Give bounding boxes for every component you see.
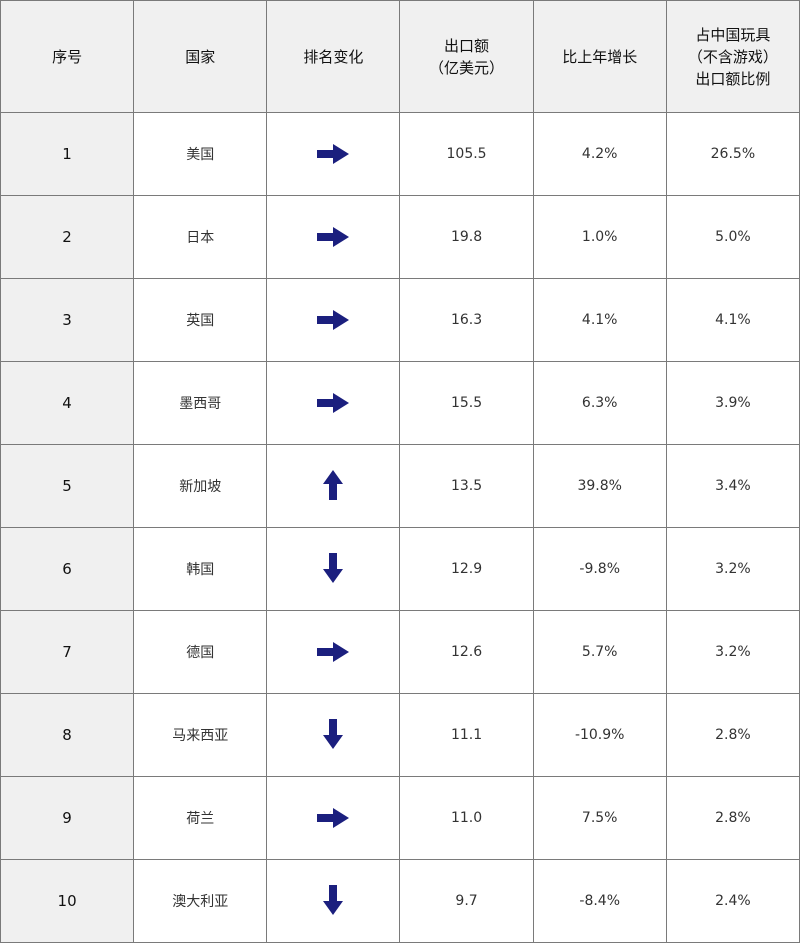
export-cell: 16.3 [399, 278, 534, 362]
country-cell: 美国 [133, 112, 268, 196]
share-cell: 3.2% [665, 610, 800, 694]
arrow-right-icon [267, 642, 399, 662]
country-cell: 马来西亚 [133, 693, 268, 777]
rank-change-cell [266, 361, 401, 445]
table-row: 1 美国 105.5 4.2% 26.5% [0, 112, 800, 196]
arrow-down-icon [267, 719, 399, 751]
table-row: 10 澳大利亚 9.7 -8.4% 2.4% [0, 859, 800, 943]
export-cell: 12.6 [399, 610, 534, 694]
rank-change-cell [266, 195, 401, 279]
header-share: 占中国玩具 （不含游戏） 出口额比例 [665, 0, 800, 113]
share-cell: 2.8% [665, 693, 800, 777]
rank-change-cell [266, 278, 401, 362]
table-row: 6 韩国 12.9 -9.8% 3.2% [0, 527, 800, 611]
table-row: 2 日本 19.8 1.0% 5.0% [0, 195, 800, 279]
table-row: 9 荷兰 11.0 7.5% 2.8% [0, 776, 800, 860]
export-cell: 11.0 [399, 776, 534, 860]
rank-change-cell [266, 444, 401, 528]
row-number: 1 [0, 112, 135, 196]
growth-cell: 4.2% [532, 112, 667, 196]
country-cell: 日本 [133, 195, 268, 279]
share-cell: 3.9% [665, 361, 800, 445]
row-number: 8 [0, 693, 135, 777]
row-number: 6 [0, 527, 135, 611]
arrow-right-icon [267, 227, 399, 247]
export-cell: 13.5 [399, 444, 534, 528]
arrow-right-icon [267, 144, 399, 164]
rank-change-cell [266, 859, 401, 943]
row-number: 2 [0, 195, 135, 279]
share-cell: 2.8% [665, 776, 800, 860]
row-number: 4 [0, 361, 135, 445]
share-cell: 2.4% [665, 859, 800, 943]
rank-change-cell [266, 776, 401, 860]
row-number: 3 [0, 278, 135, 362]
export-cell: 15.5 [399, 361, 534, 445]
share-cell: 5.0% [665, 195, 800, 279]
country-cell: 韩国 [133, 527, 268, 611]
header-row: 序号 国家 排名变化 出口额 （亿美元） 比上年增长 占中国玩具 （不含游戏） … [0, 0, 800, 113]
growth-cell: -8.4% [532, 859, 667, 943]
rank-change-cell [266, 693, 401, 777]
country-cell: 荷兰 [133, 776, 268, 860]
country-cell: 澳大利亚 [133, 859, 268, 943]
country-cell: 德国 [133, 610, 268, 694]
table-row: 8 马来西亚 11.1 -10.9% 2.8% [0, 693, 800, 777]
arrow-down-icon [267, 553, 399, 585]
rank-change-cell [266, 112, 401, 196]
export-cell: 9.7 [399, 859, 534, 943]
growth-cell: 5.7% [532, 610, 667, 694]
header-export: 出口额 （亿美元） [399, 0, 534, 113]
arrow-up-icon [267, 470, 399, 502]
rank-change-cell [266, 610, 401, 694]
arrow-right-icon [267, 393, 399, 413]
country-cell: 墨西哥 [133, 361, 268, 445]
table-row: 4 墨西哥 15.5 6.3% 3.9% [0, 361, 800, 445]
header-no: 序号 [0, 0, 135, 113]
export-cell: 11.1 [399, 693, 534, 777]
arrow-right-icon [267, 310, 399, 330]
rank-change-cell [266, 527, 401, 611]
row-number: 7 [0, 610, 135, 694]
row-number: 10 [0, 859, 135, 943]
arrow-right-icon [267, 808, 399, 828]
growth-cell: 1.0% [532, 195, 667, 279]
share-cell: 26.5% [665, 112, 800, 196]
share-cell: 3.2% [665, 527, 800, 611]
growth-cell: 39.8% [532, 444, 667, 528]
growth-cell: 6.3% [532, 361, 667, 445]
country-cell: 新加坡 [133, 444, 268, 528]
share-cell: 4.1% [665, 278, 800, 362]
header-rank-change: 排名变化 [266, 0, 401, 113]
header-country: 国家 [133, 0, 268, 113]
growth-cell: 4.1% [532, 278, 667, 362]
growth-cell: -10.9% [532, 693, 667, 777]
row-number: 9 [0, 776, 135, 860]
export-cell: 19.8 [399, 195, 534, 279]
row-number: 5 [0, 444, 135, 528]
arrow-down-icon [267, 885, 399, 917]
table-row: 3 英国 16.3 4.1% 4.1% [0, 278, 800, 362]
table-row: 7 德国 12.6 5.7% 3.2% [0, 610, 800, 694]
export-cell: 105.5 [399, 112, 534, 196]
growth-cell: 7.5% [532, 776, 667, 860]
table-row: 5 新加坡 13.5 39.8% 3.4% [0, 444, 800, 528]
country-cell: 英国 [133, 278, 268, 362]
export-cell: 12.9 [399, 527, 534, 611]
header-growth: 比上年增长 [532, 0, 667, 113]
share-cell: 3.4% [665, 444, 800, 528]
growth-cell: -9.8% [532, 527, 667, 611]
